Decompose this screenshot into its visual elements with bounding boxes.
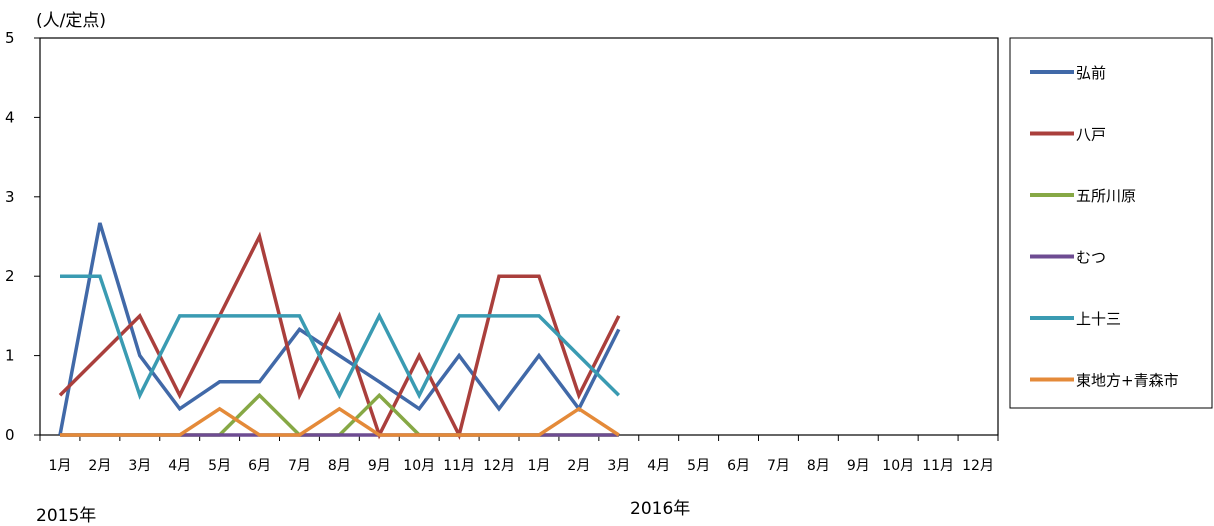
x-tick-label: 11月 — [443, 458, 475, 474]
legend-label: 八戸 — [1076, 126, 1106, 144]
legend-label: 東地方+青森市 — [1076, 372, 1179, 390]
x-tick-label: 5月 — [208, 458, 231, 474]
y-tick-label: 3 — [5, 188, 15, 206]
legend-label: 弘前 — [1076, 64, 1106, 82]
x-tick-label: 8月 — [807, 458, 830, 474]
series-line — [60, 406, 620, 437]
x-tick-label: 3月 — [607, 458, 630, 474]
legend-label: むつ — [1076, 249, 1106, 267]
x-tick-label: 9月 — [847, 458, 870, 474]
x-tick-label: 7月 — [767, 458, 790, 474]
x-tick-label: 11月 — [922, 458, 954, 474]
x-tick-label: 10月 — [403, 458, 435, 474]
x-tick-label: 7月 — [288, 458, 311, 474]
y-tick-label: 2 — [5, 267, 15, 285]
x-tick-label: 12月 — [962, 458, 994, 474]
x-tick-label: 4月 — [647, 458, 670, 474]
series-line — [58, 231, 621, 440]
x-tick-label: 1月 — [48, 458, 71, 474]
x-tick-label: 4月 — [168, 458, 191, 474]
x-tick-label: 8月 — [328, 458, 351, 474]
y-tick-label: 1 — [5, 347, 15, 365]
legend-label: 五所川原 — [1076, 187, 1136, 205]
year-label-2015: 2015年 — [36, 506, 96, 526]
x-tick-label: 3月 — [128, 458, 151, 474]
y-axis-label: (人/定点) — [36, 11, 106, 31]
x-tick-label: 6月 — [248, 458, 271, 474]
series-line — [58, 222, 621, 436]
x-tick-label: 12月 — [483, 458, 515, 474]
y-tick-label: 4 — [5, 108, 15, 126]
legend-label: 上十三 — [1076, 310, 1121, 328]
x-tick-label: 9月 — [368, 458, 391, 474]
x-tick-label: 6月 — [727, 458, 750, 474]
y-tick-label: 5 — [5, 29, 15, 47]
series-line — [60, 274, 621, 400]
x-tick-label: 10月 — [882, 458, 914, 474]
plot-area-frame — [39, 37, 999, 436]
y-tick-label: 0 — [5, 426, 15, 444]
year-label-2016: 2016年 — [630, 499, 690, 519]
series-line — [60, 392, 619, 437]
x-tick-label: 5月 — [687, 458, 710, 474]
x-tick-label: 2月 — [88, 458, 111, 474]
x-tick-label: 1月 — [527, 458, 550, 474]
x-tick-label: 2月 — [567, 458, 590, 474]
legend — [1009, 37, 1213, 409]
